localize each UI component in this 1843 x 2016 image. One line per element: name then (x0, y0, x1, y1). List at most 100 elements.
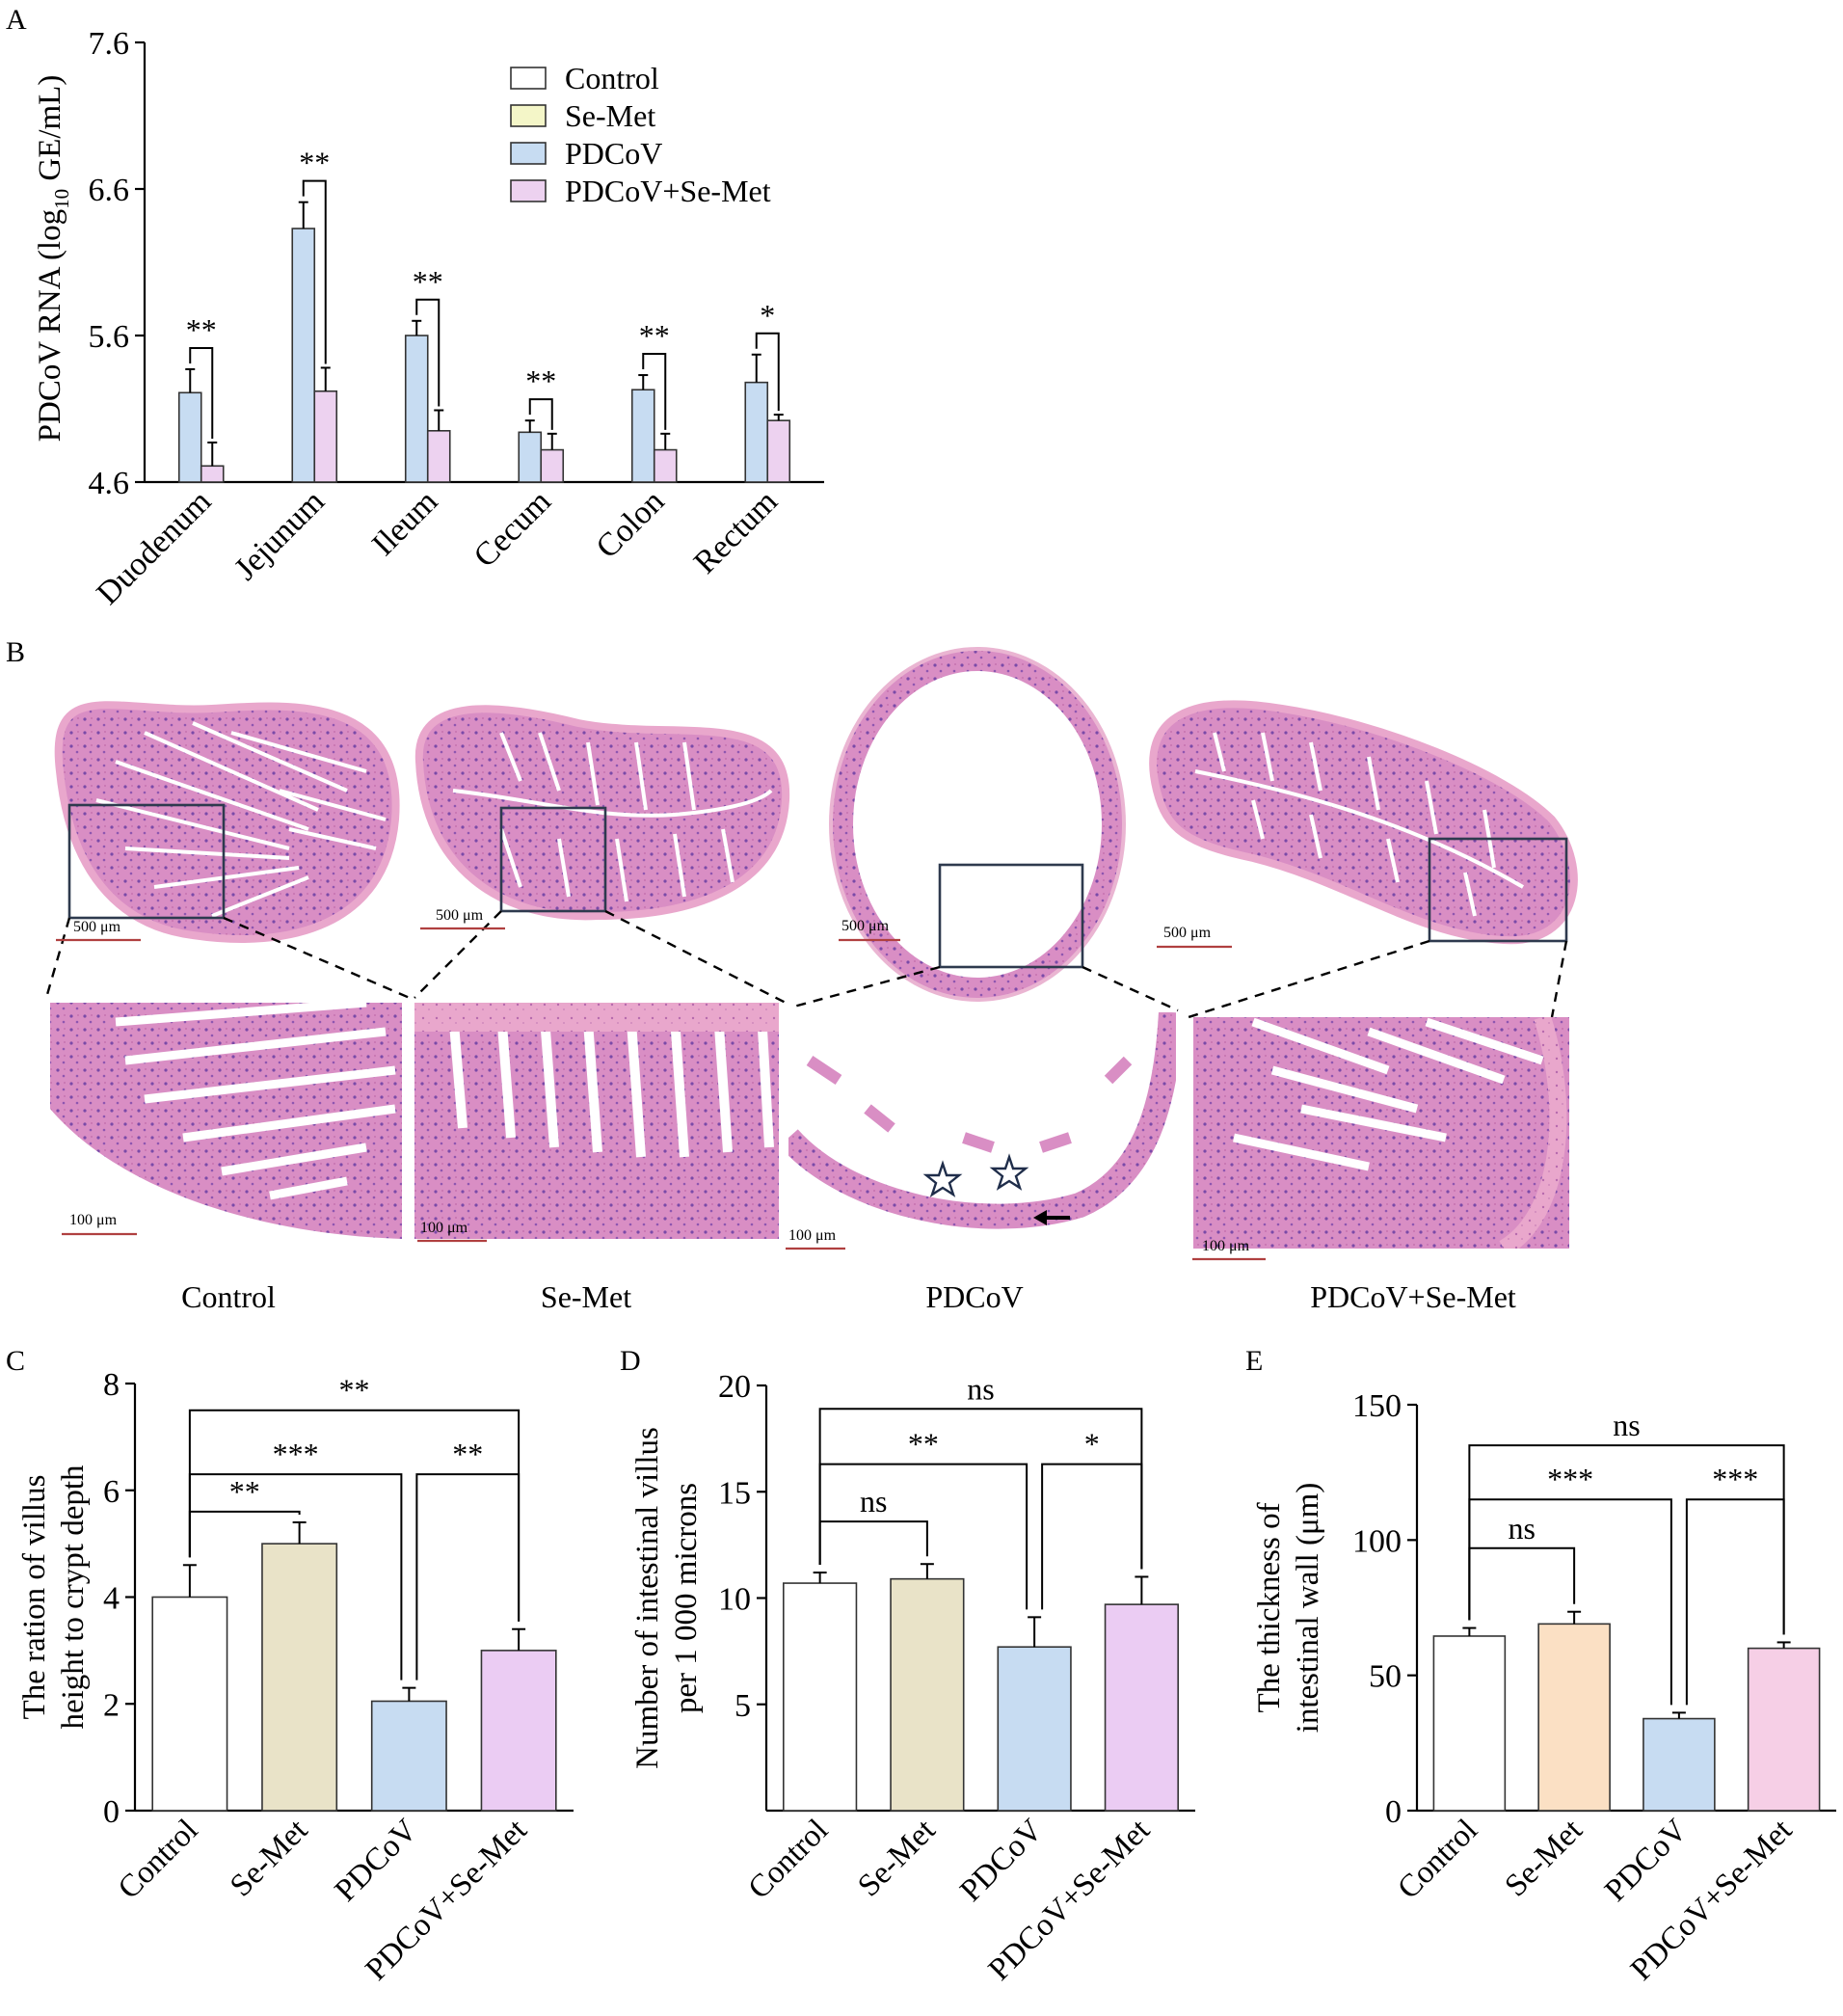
chart-c-significance-label: *** (273, 1437, 319, 1471)
overview-scale-label-control: 500 μm (73, 919, 121, 935)
overview-control (54, 701, 400, 943)
panel-label-d: D (620, 1345, 641, 1377)
chart-e: 0 50 100 150 The thickness of intestinal wall… (1252, 1388, 1836, 1987)
chart-a-bar (518, 431, 543, 483)
panel-label-e: E (1245, 1345, 1263, 1377)
group-caption-pdcov-semet: PDCoV+Se-Met (1310, 1279, 1516, 1314)
chart-d-y-tick-label: 20 (718, 1369, 751, 1405)
chart-e-significance-label: ns (1509, 1511, 1536, 1546)
overview-pdcov (829, 647, 1126, 1002)
zoom-line (1082, 965, 1179, 1012)
detail-scale-label-control: 100 μm (69, 1212, 118, 1228)
chart-a-bar (540, 448, 565, 483)
chart-e-bar (1537, 1623, 1611, 1812)
chart-c-bar (151, 1596, 228, 1812)
chart-c-significance-bracket (188, 1409, 521, 1622)
chart-a-significance-bracket (528, 398, 553, 430)
chart-d-significance-bracket (1041, 1463, 1143, 1610)
chart-a-significance-label: ** (525, 363, 556, 398)
overview-scale-label-pdcov-semet: 500 μm (1163, 925, 1212, 941)
chart-c-y-tick-label: 2 (103, 1687, 120, 1723)
chart-a-significance-bracket (189, 346, 214, 439)
chart-a-significance-label: * (760, 298, 775, 333)
chart-a-significance-label: ** (639, 318, 670, 353)
zoom-frame-control (67, 803, 226, 920)
chart-a-legend-label: PDCoV+Se-Met (565, 174, 771, 208)
detail-pdcov (788, 1012, 1176, 1244)
chart-a-significance-bracket (415, 298, 441, 407)
zoom-line (414, 910, 502, 999)
chart-a-significance-bracket (642, 353, 667, 430)
chart-c-bar (370, 1700, 447, 1812)
overview-pdcov-semet (1149, 700, 1578, 945)
detail-control (50, 1003, 402, 1239)
detail-scale-label-pdcov-semet: 100 μm (1202, 1238, 1250, 1254)
chart-a-significance-label: ** (413, 264, 443, 299)
chart-a-bar (291, 228, 316, 483)
chart-a-bar (653, 448, 678, 483)
chart-d-y-tick-label: 5 (735, 1688, 751, 1724)
chart-d-y-tick-label: 10 (718, 1582, 751, 1618)
chart-c-significance-label: ** (452, 1437, 483, 1471)
chart-c-significance-bracket (415, 1473, 521, 1680)
group-caption-semet: Se-Met (541, 1279, 631, 1314)
chart-d-bar (890, 1577, 965, 1812)
chart-e-x-tick-label: Control (1391, 1813, 1484, 1906)
chart-a-y-axis-label: PDCoV RNA (log10 GE/mL) (33, 75, 73, 443)
chart-d-y-axis-label-line1: Number of intestinal villus (630, 1427, 665, 1769)
chart-c-y-axis-label-line2: height to crypt depth (56, 1465, 91, 1730)
zoom-line (1550, 940, 1568, 1018)
chart-a-bar (177, 391, 202, 483)
chart-a-x-tick-label: Jejunum (227, 483, 332, 587)
chart-a-bar (404, 335, 429, 483)
overview-scale-label-pdcov: 500 μm (841, 918, 890, 934)
chart-e-y-tick-label: 150 (1352, 1388, 1402, 1424)
chart-d-bar (997, 1646, 1072, 1812)
chart-c-y-tick-label: 6 (103, 1474, 120, 1510)
chart-e-x-tick-label: PDCoV (1598, 1813, 1694, 1908)
chart-e-significance-label: *** (1547, 1462, 1593, 1496)
panel-label-a: A (6, 4, 27, 36)
chart-e-significance-bracket (1468, 1546, 1576, 1621)
chart-c-x-tick-label: Control (112, 1813, 205, 1906)
chart-e-bar (1643, 1717, 1716, 1812)
chart-d-significance-label: * (1084, 1427, 1100, 1462)
chart-c-bar (480, 1650, 557, 1812)
chart-a-bar (744, 381, 769, 483)
chart-a-significance-label: ** (186, 312, 217, 347)
chart-a-x-tick-label: Duodenum (90, 483, 218, 611)
zoom-frame-pdcov-semet (1428, 837, 1568, 943)
chart-c-bar (261, 1543, 338, 1812)
chart-c-y-tick-label: 4 (103, 1581, 120, 1617)
chart-c-y-tick-label: 0 (103, 1794, 120, 1830)
chart-a-significance-bracket (755, 332, 780, 412)
zoom-line (604, 909, 787, 1005)
chart-c-y-tick-label: 8 (103, 1367, 120, 1403)
chart-e-y-tick-label: 100 (1352, 1523, 1402, 1559)
chart-d-x-tick-label: PDCoV (953, 1813, 1049, 1908)
chart-c-y-axis-label-line1: The ration of villus (17, 1475, 52, 1720)
chart-a-bar (766, 419, 791, 483)
chart-a-legend-label: Se-Met (565, 98, 655, 133)
chart-a-y-tick-label: 6.6 (89, 173, 130, 208)
star-marker (922, 1160, 963, 1197)
chart-e-significance-bracket (1468, 1444, 1785, 1635)
chart-d-significance-label: ** (908, 1427, 939, 1462)
chart-a-legend-swatch (510, 67, 547, 90)
chart-e-significance-label: *** (1712, 1462, 1758, 1496)
chart-d-significance-bracket (818, 1408, 1143, 1570)
chart-e-bar (1747, 1647, 1821, 1812)
chart-a-bar (630, 389, 655, 483)
chart-a-bar (200, 465, 225, 483)
star-marker (989, 1153, 1029, 1191)
overview-scale-label-semet: 500 μm (436, 907, 484, 924)
group-caption-control: Control (181, 1279, 276, 1314)
chart-c: 0 2 4 6 8 The ration of villus height to crypt… (17, 1367, 574, 1987)
chart-c-x-tick-label: PDCoV (329, 1813, 424, 1908)
chart-a-x-tick-label: Rectum (687, 483, 785, 580)
group-caption-pdcov: PDCoV (925, 1279, 1023, 1314)
chart-d-significance-label: ns (860, 1484, 887, 1519)
detail-semet (414, 1003, 779, 1239)
chart-a-y-label-subscript: 10 (50, 189, 73, 209)
